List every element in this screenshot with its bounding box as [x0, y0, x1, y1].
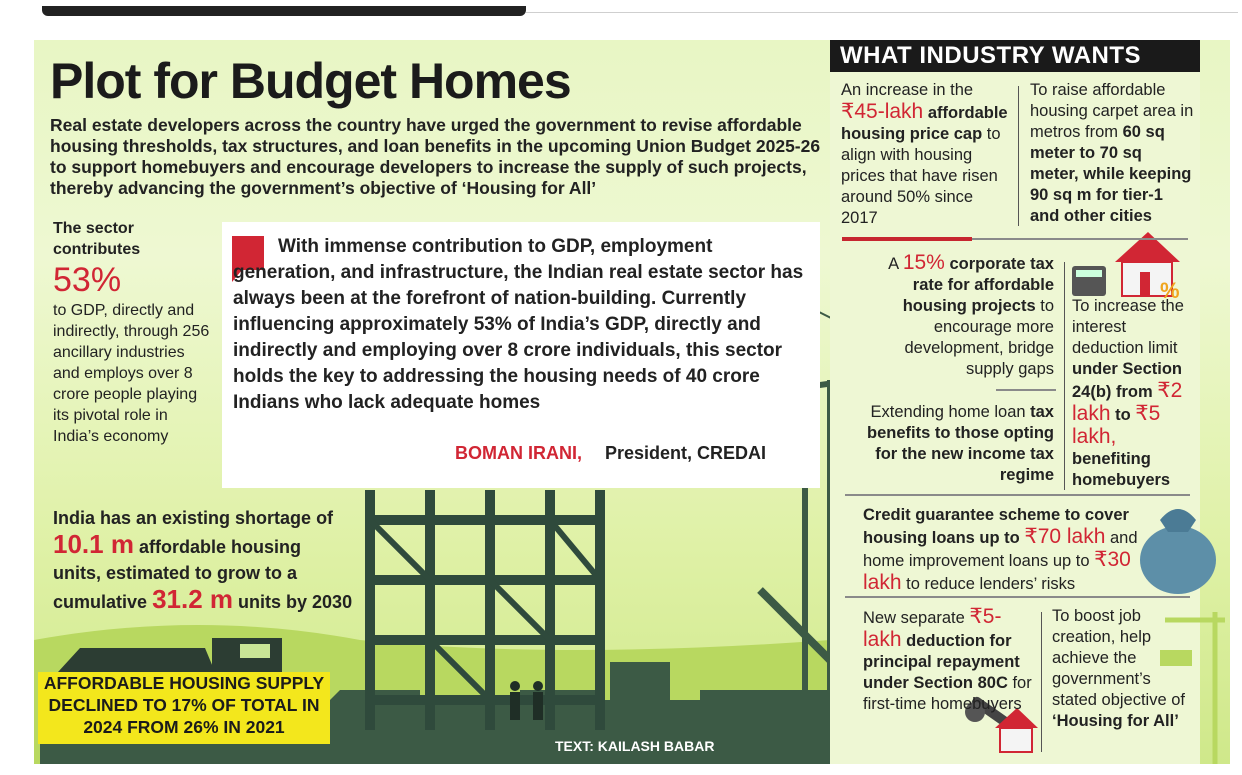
want-4-value-1: ₹2 lakh [1072, 379, 1183, 425]
want-4-text-mid: to [1115, 406, 1131, 424]
shortage-text-3: units by 2030 [238, 592, 353, 612]
want-80c-deduction: New separate ₹5-lakh deduction for princ… [863, 606, 1033, 715]
want-1-text-c: to align with housing prices that have r… [841, 125, 1001, 227]
band-line-2: DECLINED TO 17% OF TOTAL IN [48, 695, 320, 715]
top-rule [526, 12, 1238, 13]
divider [996, 389, 1056, 391]
intro-paragraph: Real estate developers across the countr… [50, 115, 821, 198]
want-credit-guarantee: Credit guarantee scheme to cover housing… [863, 505, 1145, 595]
want-carpet-area: To raise affordable housing carpet area … [1030, 80, 1195, 227]
want-2-text-b: 60 sq meter to 70 sq meter, while keepin… [1030, 123, 1192, 225]
band-line-1: AFFORDABLE HOUSING SUPPLY [43, 673, 325, 693]
want-1-text-b: affordable housing price cap [841, 104, 1008, 143]
divider [972, 238, 1188, 240]
quote-mark-icon [232, 236, 264, 282]
shortage-stat: India has an existing shortage of 10.1 m… [53, 505, 353, 615]
divider-red [842, 237, 972, 241]
gdp-stat-lead: The sector contributes [53, 220, 141, 258]
workers-icon [510, 681, 543, 720]
want-2-text-a: To raise affordable housing carpet area … [1030, 81, 1194, 141]
supply-decline-band: AFFORDABLE HOUSING SUPPLY DECLINED TO 17… [38, 672, 330, 744]
gdp-stat-text: to GDP, directly and indirectly, through… [53, 302, 210, 445]
want-7-text-a: New separate [863, 609, 965, 627]
shortage-text-1: India has an existing shortage of [53, 508, 334, 528]
want-job-creation: To boost job creation, help achieve the … [1052, 606, 1187, 732]
want-4-value-2: ₹5 lakh, [1072, 402, 1161, 448]
want-7-value: ₹5-lakh [863, 605, 1002, 651]
svg-text:%: % [1160, 278, 1180, 303]
shortage-text-2: affordable housing units, estimated to g… [53, 537, 301, 612]
crane-load [1160, 650, 1192, 666]
key-house-icon [965, 696, 1038, 753]
gdp-stat-value: 53% [53, 261, 122, 299]
shortage-value-2: 31.2 m [152, 584, 234, 614]
quote-text: With immense contribution to GDP, employ… [233, 234, 813, 416]
want-3-text-c: to encourage more development, bridge su… [904, 297, 1054, 378]
quote-speaker: BOMAN IRANI, President, CREDAI [455, 443, 766, 464]
dump-truck-icon [58, 638, 282, 672]
want-price-cap: An increase in the ₹45-lakh affordable h… [841, 80, 1011, 229]
want-8-text-b: ‘Housing for All’ [1052, 712, 1179, 730]
want-tax-benefits: Extending home loan tax benefits to thos… [862, 402, 1054, 486]
quote-box [222, 222, 820, 488]
want-interest-deduction: To increase the interest deduction limit… [1072, 296, 1196, 491]
top-bar [42, 6, 526, 16]
want-1-text-a: An increase in the [841, 81, 974, 99]
money-bag-icon [1140, 509, 1216, 594]
quote-body: With immense contribution to GDP, employ… [233, 236, 804, 413]
speaker-role: President, CREDAI [605, 443, 767, 463]
want-6-text-c: to reduce lenders’ risks [906, 575, 1076, 593]
divider [845, 596, 1190, 598]
divider [845, 494, 1190, 496]
calculator-icon [1072, 266, 1106, 296]
want-4-text-b: under Section 24(b) from [1072, 360, 1183, 401]
speaker-name: BOMAN IRANI, [455, 443, 582, 463]
want-3-text-b: corporate tax rate for affordable housin… [902, 255, 1054, 315]
want-4-text-c: benefiting homebuyers [1072, 450, 1171, 489]
want-8-text-a: To boost job creation, help achieve the … [1052, 607, 1185, 709]
divider [1064, 262, 1065, 490]
want-6-value-1: ₹70 lakh [1024, 525, 1106, 548]
building-scaffold [365, 490, 605, 730]
text-credit: TEXT: KAILASH BABAR [555, 738, 715, 754]
want-corporate-tax: A 15% corporate tax rate for affordable … [862, 252, 1054, 380]
want-6-value-2: ₹30 lakh [863, 548, 1131, 594]
want-7-text-c: for first-time homebuyers [863, 674, 1032, 713]
gdp-stat: The sector contributes 53% to GDP, direc… [53, 218, 213, 447]
want-6-text-mid: and home improvement loans up to [863, 529, 1138, 570]
want-5-text-b: tax benefits to those opting for the new… [867, 403, 1054, 484]
bottom-crane [1165, 612, 1225, 764]
house-percent-icon: % [1115, 232, 1180, 303]
right-column-bg [830, 72, 1200, 764]
page-title: Plot for Budget Homes [50, 53, 572, 109]
wants-heading: WHAT INDUSTRY WANTS [830, 40, 1200, 72]
want-3-value: 15% [902, 251, 945, 274]
want-5-text-a: Extending home loan [870, 403, 1026, 421]
shortage-value-1: 10.1 m [53, 529, 134, 559]
divider [1041, 612, 1042, 752]
want-7-text-b: deduction for principal repayment under … [863, 632, 1020, 692]
forklift-icon [610, 662, 670, 700]
want-6-text-a: Credit guarantee scheme to cover housing… [863, 506, 1129, 547]
band-line-3: 2024 FROM 26% IN 2021 [83, 717, 285, 737]
want-3-text-a: A [888, 255, 899, 273]
want-4-text-a: To increase the interest deduction limit [1072, 297, 1184, 357]
divider [1018, 86, 1019, 226]
want-1-value: ₹45-lakh [841, 100, 924, 123]
